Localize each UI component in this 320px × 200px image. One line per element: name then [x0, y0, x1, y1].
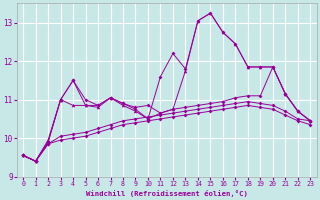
X-axis label: Windchill (Refroidissement éolien,°C): Windchill (Refroidissement éolien,°C) — [86, 190, 248, 197]
